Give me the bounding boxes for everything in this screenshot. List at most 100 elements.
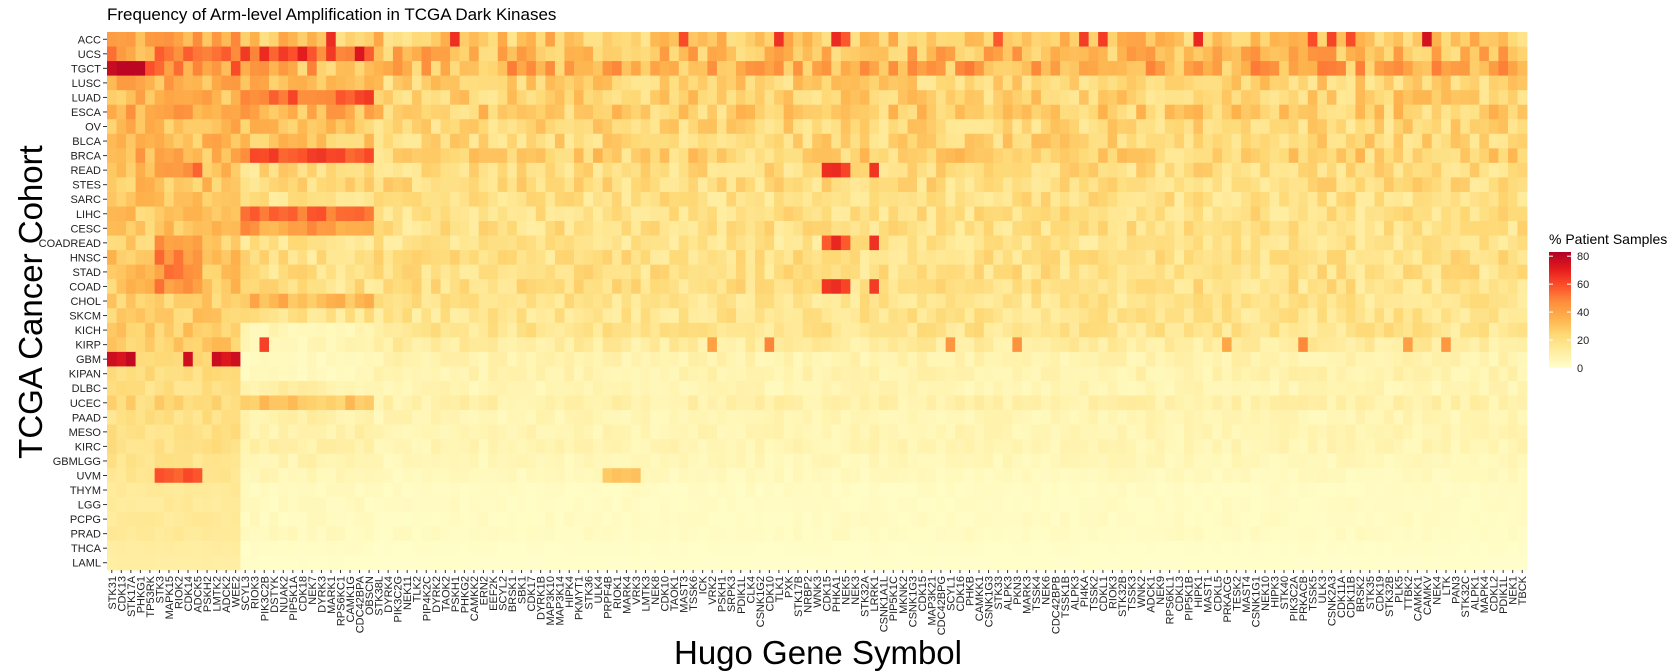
- heatmap-cell: [793, 191, 804, 207]
- heatmap-cell: [1469, 366, 1480, 382]
- heatmap-cell: [1507, 104, 1518, 120]
- heatmap-cell: [145, 308, 156, 324]
- heatmap-cell: [535, 119, 546, 135]
- heatmap-cell: [135, 453, 146, 469]
- heatmap-cell: [926, 482, 937, 498]
- heatmap-cell: [1431, 90, 1442, 106]
- heatmap-cell: [678, 482, 689, 498]
- heatmap-cell: [145, 453, 156, 469]
- heatmap-cell: [869, 61, 880, 77]
- heatmap-cell: [926, 162, 937, 178]
- heatmap-cell: [964, 482, 975, 498]
- heatmap-cell: [697, 293, 708, 309]
- heatmap-cell: [459, 264, 470, 280]
- heatmap-cell: [183, 32, 194, 47]
- heatmap-cell: [602, 439, 613, 455]
- heatmap-cell: [1164, 293, 1175, 309]
- heatmap-cell: [173, 133, 184, 149]
- heatmap-cell: [726, 133, 737, 149]
- heatmap-cell: [1050, 191, 1061, 207]
- heatmap-cell: [697, 221, 708, 236]
- heatmap-cell: [840, 395, 851, 411]
- heatmap-cell: [1136, 61, 1147, 77]
- heatmap-cell: [869, 380, 880, 396]
- heatmap-cell: [602, 177, 613, 193]
- heatmap-cell: [335, 395, 346, 411]
- heatmap-cell: [126, 439, 136, 455]
- heatmap-cell: [564, 61, 575, 77]
- heatmap-cell: [535, 497, 546, 513]
- heatmap-cell: [888, 235, 899, 251]
- heatmap-cell: [354, 410, 365, 425]
- heatmap-cell: [1126, 61, 1137, 77]
- heatmap-cell: [526, 133, 537, 149]
- heatmap-cell: [936, 410, 947, 425]
- heatmap-cell: [288, 380, 299, 396]
- heatmap-cell: [1098, 104, 1109, 120]
- heatmap-cell: [202, 424, 213, 440]
- heatmap-cell: [878, 351, 889, 367]
- heatmap-cell: [164, 468, 175, 484]
- heatmap-cell: [488, 439, 499, 455]
- heatmap-cell: [1069, 133, 1080, 149]
- heatmap-cell: [383, 482, 394, 498]
- heatmap-cell: [774, 32, 785, 47]
- heatmap-cell: [411, 191, 422, 207]
- heatmap-cell: [1193, 250, 1204, 266]
- heatmap-cell: [812, 395, 823, 411]
- heatmap-cell: [678, 162, 689, 178]
- heatmap-cell: [1050, 162, 1061, 178]
- heatmap-cell: [755, 162, 765, 178]
- heatmap-cell: [145, 75, 156, 91]
- heatmap-cell: [1479, 90, 1490, 106]
- heatmap-cell: [411, 32, 422, 47]
- heatmap-cell: [1079, 293, 1090, 309]
- heatmap-cell: [1260, 162, 1271, 178]
- heatmap-cell: [1298, 366, 1309, 382]
- heatmap-cell: [545, 162, 556, 178]
- heatmap-cell: [1050, 439, 1061, 455]
- heatmap-cell: [926, 279, 937, 295]
- heatmap-cell: [1155, 148, 1166, 164]
- heatmap-cell: [1183, 308, 1194, 324]
- heatmap-cell: [431, 235, 441, 251]
- heatmap-cell: [507, 46, 518, 62]
- heatmap-cell: [307, 32, 318, 47]
- heatmap-cell: [202, 395, 213, 411]
- heatmap-cell: [1031, 410, 1042, 425]
- heatmap-cell: [602, 148, 613, 164]
- heatmap-cell: [583, 468, 594, 484]
- heatmap-cell: [1145, 395, 1156, 411]
- heatmap-cell: [573, 162, 584, 178]
- heatmap-cell: [926, 32, 937, 47]
- heatmap-cell: [1479, 104, 1490, 120]
- heatmap-cell: [154, 61, 165, 77]
- heatmap-cell: [840, 322, 851, 338]
- heatmap-cell: [1460, 410, 1471, 425]
- heatmap-cell: [1441, 308, 1452, 324]
- heatmap-cell: [1288, 351, 1299, 367]
- heatmap-cell: [421, 235, 432, 251]
- heatmap-cell: [469, 424, 480, 440]
- heatmap-cell: [192, 46, 203, 62]
- heatmap-cell: [1031, 424, 1042, 440]
- heatmap-cell: [230, 322, 241, 338]
- heatmap-cell: [211, 61, 222, 77]
- heatmap-cell: [659, 453, 670, 469]
- heatmap-cell: [612, 133, 623, 149]
- heatmap-cell: [602, 75, 613, 91]
- heatmap-cell: [1384, 453, 1394, 469]
- heatmap-cell: [974, 424, 985, 440]
- heatmap-cell: [211, 424, 222, 440]
- heatmap-cell: [869, 90, 880, 106]
- heatmap-cell: [716, 46, 727, 62]
- heatmap-cell: [688, 148, 699, 164]
- heatmap-cell: [583, 90, 594, 106]
- heatmap-cell: [1222, 308, 1232, 324]
- heatmap-cell: [1384, 191, 1394, 207]
- heatmap-cell: [793, 46, 804, 62]
- heatmap-cell: [554, 380, 565, 396]
- heatmap-cell: [1431, 133, 1442, 149]
- heatmap-cell: [211, 90, 222, 106]
- heatmap-cell: [326, 75, 337, 91]
